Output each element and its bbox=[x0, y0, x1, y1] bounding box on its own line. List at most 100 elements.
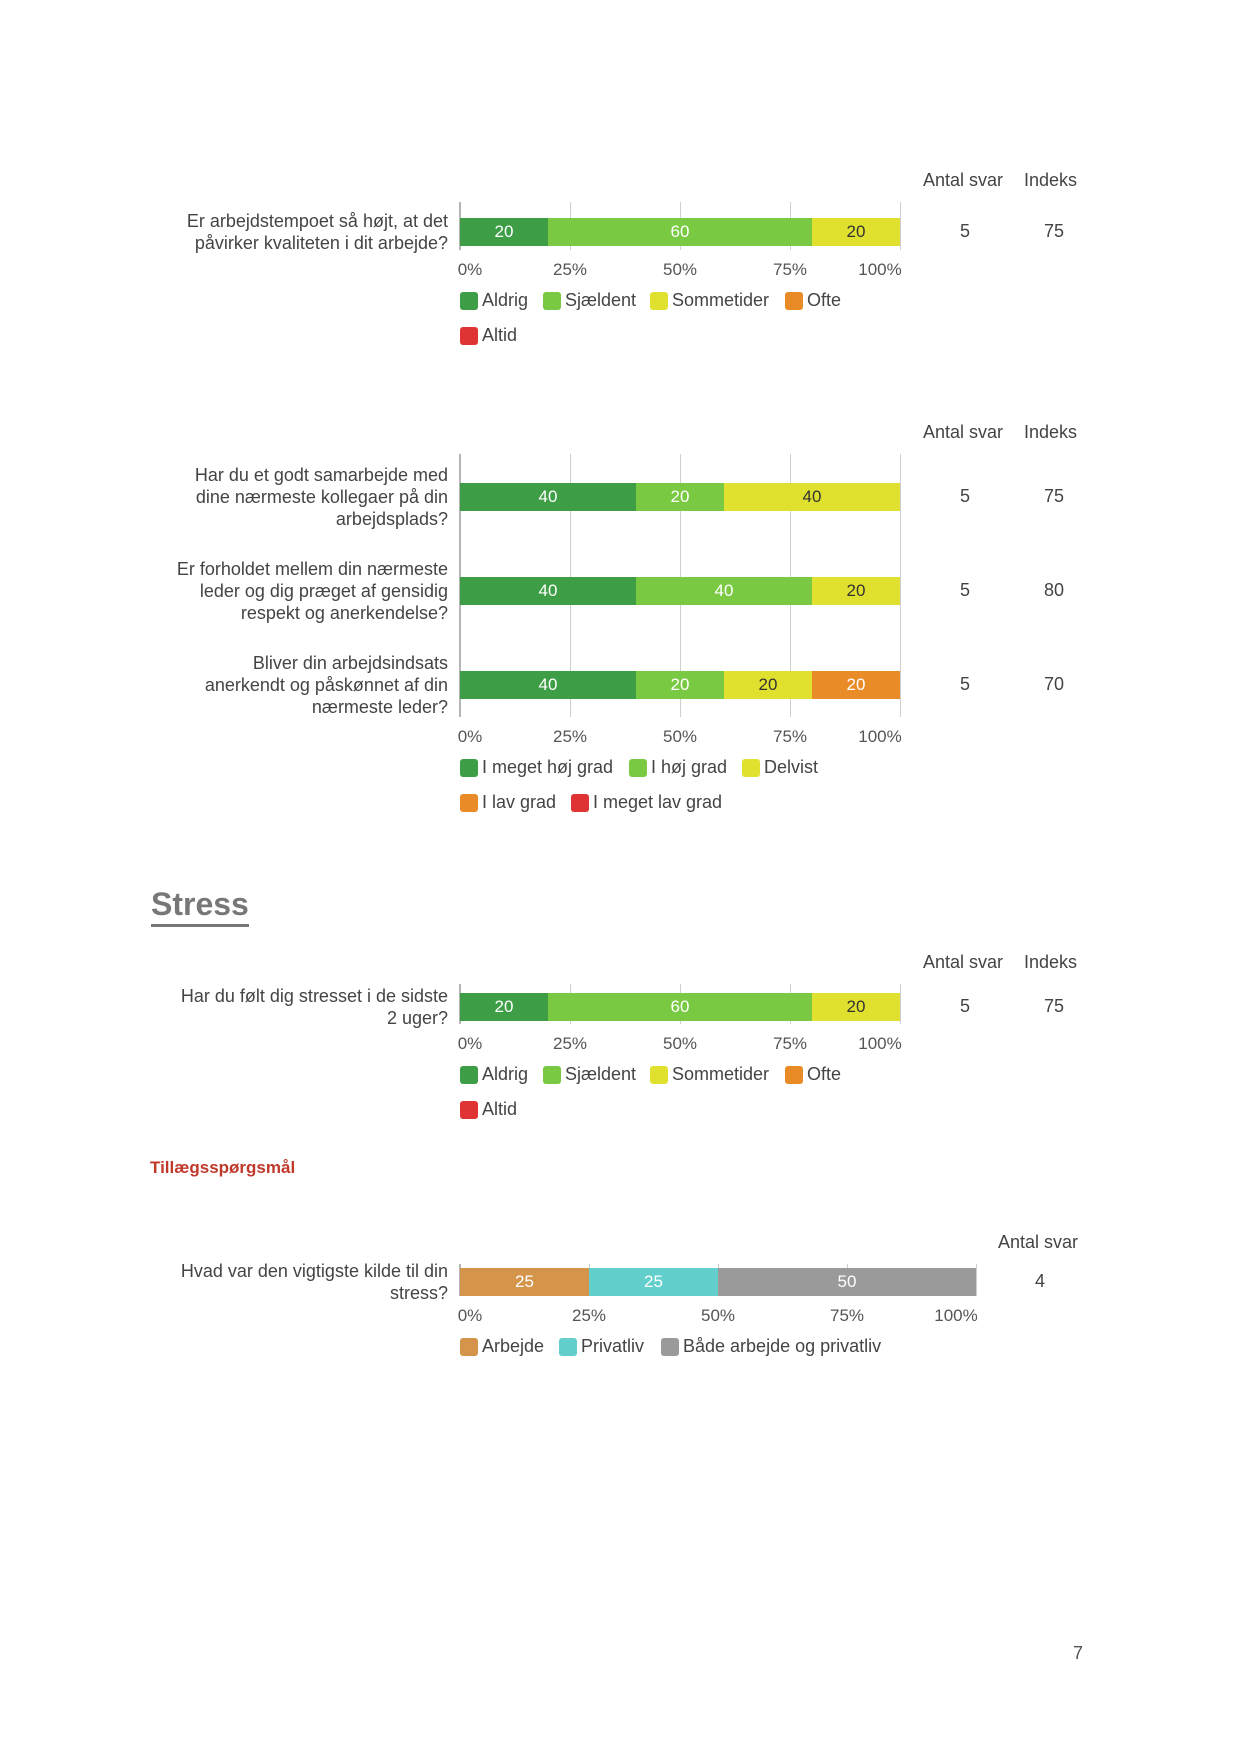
legend-swatch bbox=[543, 1065, 561, 1084]
bar-segment-sommetider: 20 bbox=[812, 993, 900, 1021]
bar-segment-aldrig: 20 bbox=[460, 218, 548, 246]
legend-swatch bbox=[460, 758, 478, 777]
legend-swatch bbox=[460, 793, 478, 812]
legend-item: I lav grad bbox=[460, 792, 556, 813]
legend-swatch bbox=[785, 1065, 803, 1084]
question-label-line: leder og dig præget af gensidig bbox=[199, 581, 448, 601]
legend-item: I høj grad bbox=[629, 757, 727, 778]
bar-segment-aldrig: 20 bbox=[460, 993, 548, 1021]
question-label-line: respekt og anerkendelse? bbox=[240, 603, 448, 623]
legend-swatch bbox=[650, 291, 668, 310]
legend-label: Aldrig bbox=[482, 1064, 529, 1084]
antal-svar-value: 5 bbox=[959, 674, 971, 694]
gridline-100 bbox=[900, 202, 901, 250]
legend-label: I meget høj grad bbox=[482, 757, 614, 777]
legend-swatch bbox=[460, 291, 478, 310]
antal-svar-value: 5 bbox=[959, 486, 971, 506]
x-tick-label: 25% bbox=[571, 1306, 607, 1325]
legend-item: Sommetider bbox=[650, 1064, 769, 1085]
question-label-line: Er arbejdstempoet så højt, at det bbox=[186, 211, 448, 231]
indeks-header: Indeks bbox=[1024, 422, 1078, 442]
legend-item: Både arbejde og privatliv bbox=[661, 1336, 881, 1357]
x-tick-label: 25% bbox=[552, 260, 588, 279]
legend-item: Privatliv bbox=[559, 1336, 644, 1357]
bar-segment-delvist: 40 bbox=[724, 483, 900, 511]
question-label-line: nærmeste leder? bbox=[311, 697, 448, 717]
bar-segment-sjældent: 60 bbox=[548, 218, 812, 246]
bar-segment-i-meget-høj-grad: 40 bbox=[460, 577, 636, 605]
subsection-title-tillaeg: Tillægsspørgsmål bbox=[150, 1158, 296, 1177]
legend-label: Arbejde bbox=[482, 1336, 545, 1356]
legend-label: Sjældent bbox=[565, 1064, 637, 1084]
question-label-line: Bliver din arbejdsindsats bbox=[252, 653, 448, 673]
legend-item: Altid bbox=[460, 325, 517, 346]
antal-svar-value: 5 bbox=[959, 580, 971, 600]
antal-svar-value: 4 bbox=[1034, 1271, 1046, 1291]
bar-segment-delvist: 20 bbox=[812, 577, 900, 605]
legend-label: Delvist bbox=[764, 757, 819, 777]
x-tick-label: 25% bbox=[552, 1034, 588, 1053]
bar-segment-både-arbejde-og-privatliv: 50 bbox=[718, 1268, 976, 1296]
legend-item: Aldrig bbox=[460, 290, 528, 311]
antal-svar-value: 5 bbox=[959, 221, 971, 241]
question-label-line: dine nærmeste kollegaer på din bbox=[195, 487, 448, 507]
indeks-value: 75 bbox=[1043, 221, 1065, 241]
legend-label: Aldrig bbox=[482, 290, 529, 310]
legend-swatch bbox=[742, 758, 760, 777]
bar-segment-i-høj-grad: 20 bbox=[636, 671, 724, 699]
x-tick-label: 25% bbox=[552, 727, 588, 746]
x-tick-label: 50% bbox=[700, 1306, 736, 1325]
legend-swatch bbox=[559, 1337, 577, 1356]
legend-item: Delvist bbox=[742, 757, 818, 778]
x-tick-label: 50% bbox=[662, 1034, 698, 1053]
legend-item: Aldrig bbox=[460, 1064, 528, 1085]
legend-label: Sommetider bbox=[672, 290, 770, 310]
indeks-value: 75 bbox=[1043, 486, 1065, 506]
bar-segment-privatliv: 25 bbox=[589, 1268, 718, 1296]
question-label-line: Hvad var den vigtigste kilde til din bbox=[180, 1261, 448, 1281]
legend-swatch bbox=[661, 1337, 679, 1356]
indeks-header: Indeks bbox=[1024, 170, 1078, 190]
x-tick-label: 0% bbox=[457, 1306, 483, 1325]
legend-swatch bbox=[460, 1337, 478, 1356]
legend-label: Altid bbox=[482, 325, 518, 345]
antal-svar-header: Antal svar bbox=[998, 1232, 1079, 1252]
legend-swatch bbox=[629, 758, 647, 777]
indeks-value: 75 bbox=[1043, 996, 1065, 1016]
legend-swatch bbox=[543, 291, 561, 310]
legend-item: Sommetider bbox=[650, 290, 769, 311]
x-tick-label: 50% bbox=[662, 727, 698, 746]
legend-item: I meget lav grad bbox=[571, 792, 722, 813]
bar-segment-sjældent: 60 bbox=[548, 993, 812, 1021]
x-tick-label: 0% bbox=[457, 1034, 483, 1053]
legend-swatch bbox=[785, 291, 803, 310]
legend-label: Altid bbox=[482, 1099, 518, 1119]
bar-segment-i-meget-høj-grad: 40 bbox=[460, 671, 636, 699]
x-tick-label: 100% bbox=[934, 1306, 978, 1325]
legend-label: I høj grad bbox=[651, 757, 728, 777]
legend-swatch bbox=[460, 326, 478, 345]
legend-item: Sjældent bbox=[543, 290, 636, 311]
question-label-line: påvirker kvaliteten i dit arbejde? bbox=[194, 233, 448, 253]
question-label: Er arbejdstempoet så højt, at det påvirke… bbox=[148, 210, 448, 254]
bar-segment-sommetider: 20 bbox=[812, 218, 900, 246]
question-label-line: arbejdsplads? bbox=[335, 509, 448, 529]
x-tick-label: 100% bbox=[858, 727, 902, 746]
legend-label: Både arbejde og privatliv bbox=[683, 1336, 882, 1356]
question-label-line: stress? bbox=[389, 1283, 448, 1303]
bar-segment-i-høj-grad: 20 bbox=[636, 483, 724, 511]
bar-segment-i-meget-høj-grad: 40 bbox=[460, 483, 636, 511]
antal-svar-header: Antal svar bbox=[923, 422, 1004, 442]
x-tick-label: 0% bbox=[457, 727, 483, 746]
question-label-line: 2 uger? bbox=[386, 1008, 448, 1028]
antal-svar-header: Antal svar bbox=[923, 952, 1004, 972]
x-tick-label: 75% bbox=[772, 260, 808, 279]
indeks-value: 70 bbox=[1043, 674, 1065, 694]
x-tick-label: 75% bbox=[829, 1306, 865, 1325]
bar-segment-i-høj-grad: 40 bbox=[636, 577, 812, 605]
question-label: Er forholdet mellem din nærmeste leder og… bbox=[148, 558, 448, 624]
legend-label: Privatliv bbox=[581, 1336, 645, 1356]
antal-svar-value: 5 bbox=[959, 996, 971, 1016]
legend-item: Sjældent bbox=[543, 1064, 636, 1085]
x-tick-label: 50% bbox=[662, 260, 698, 279]
